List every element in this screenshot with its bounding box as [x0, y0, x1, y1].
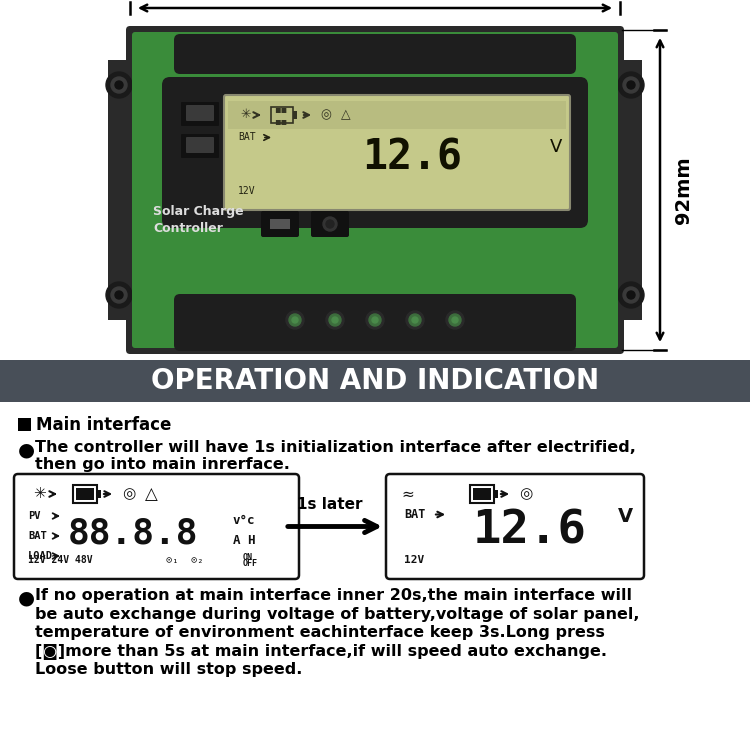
- Circle shape: [106, 72, 132, 98]
- Circle shape: [292, 317, 298, 323]
- Text: ✳: ✳: [241, 109, 251, 122]
- Circle shape: [115, 291, 123, 299]
- FancyBboxPatch shape: [174, 34, 576, 74]
- Circle shape: [366, 311, 384, 329]
- Text: ●: ●: [18, 588, 35, 607]
- Text: PV: PV: [28, 511, 40, 521]
- Text: The controller will have 1s initialization interface after electrified,: The controller will have 1s initializati…: [35, 440, 636, 455]
- Text: △: △: [341, 109, 351, 122]
- Text: ≈: ≈: [402, 487, 414, 502]
- Bar: [76, 488, 94, 500]
- Circle shape: [623, 287, 639, 303]
- FancyBboxPatch shape: [181, 102, 219, 126]
- FancyBboxPatch shape: [126, 26, 624, 354]
- Bar: [620, 60, 642, 320]
- Text: ▪▪
▪▪: ▪▪ ▪▪: [274, 104, 288, 126]
- Circle shape: [329, 314, 341, 326]
- Bar: [470, 485, 494, 503]
- Text: [◙]more than 5s at main interface,if will speed auto exchange.: [◙]more than 5s at main interface,if wil…: [35, 644, 607, 659]
- Text: OFF: OFF: [243, 559, 258, 568]
- Bar: [293, 111, 297, 119]
- Circle shape: [449, 314, 461, 326]
- Text: 92mm: 92mm: [674, 156, 693, 224]
- Text: Loose button will stop speed.: Loose button will stop speed.: [35, 662, 302, 677]
- Text: BAT: BAT: [28, 531, 46, 541]
- Text: Main interface: Main interface: [36, 416, 171, 434]
- Text: ON: ON: [243, 553, 253, 562]
- Text: v°c: v°c: [233, 514, 256, 527]
- Circle shape: [332, 317, 338, 323]
- Circle shape: [111, 287, 127, 303]
- Circle shape: [627, 81, 635, 89]
- Circle shape: [406, 311, 424, 329]
- Circle shape: [326, 311, 344, 329]
- Text: If no operation at main interface inner 20s,the main interface will: If no operation at main interface inner …: [35, 588, 632, 603]
- FancyBboxPatch shape: [224, 95, 570, 210]
- Text: temperature of environment eachinterface keep 3s.Long press: temperature of environment eachinterface…: [35, 625, 604, 640]
- Text: △: △: [145, 485, 158, 503]
- Text: ●: ●: [18, 440, 35, 459]
- Circle shape: [412, 317, 418, 323]
- Text: 88.8.8: 88.8.8: [68, 517, 198, 551]
- Circle shape: [111, 77, 127, 93]
- Bar: [73, 485, 97, 503]
- Circle shape: [289, 314, 301, 326]
- FancyBboxPatch shape: [386, 474, 644, 579]
- Text: BAT: BAT: [238, 133, 256, 142]
- Circle shape: [618, 282, 644, 308]
- Circle shape: [115, 81, 123, 89]
- Circle shape: [106, 282, 132, 308]
- Bar: [0, 360, 750, 402]
- Circle shape: [446, 311, 464, 329]
- Text: then go into main inrerface.: then go into main inrerface.: [35, 457, 290, 472]
- FancyBboxPatch shape: [14, 474, 299, 579]
- Text: ⊙₁  ⊙₂: ⊙₁ ⊙₂: [166, 555, 203, 565]
- Text: LOAD: LOAD: [28, 551, 53, 561]
- Text: 12.6: 12.6: [362, 136, 462, 178]
- FancyBboxPatch shape: [174, 294, 576, 351]
- Text: ◎: ◎: [320, 109, 332, 122]
- FancyBboxPatch shape: [181, 134, 219, 158]
- Text: ◎: ◎: [122, 487, 136, 502]
- Bar: [97, 490, 101, 498]
- Bar: [108, 60, 130, 320]
- Text: V: V: [618, 507, 633, 526]
- Text: BAT: BAT: [404, 508, 425, 521]
- Circle shape: [286, 311, 304, 329]
- Bar: [271, 107, 293, 123]
- Bar: [270, 219, 290, 229]
- Circle shape: [623, 77, 639, 93]
- Circle shape: [452, 317, 458, 323]
- Text: 1s later: 1s later: [297, 497, 363, 512]
- Text: be auto exchange during voltage of battery,voltage of solar panel,: be auto exchange during voltage of batte…: [35, 607, 640, 622]
- FancyBboxPatch shape: [261, 211, 299, 237]
- Bar: [494, 490, 498, 498]
- FancyBboxPatch shape: [186, 105, 214, 121]
- Circle shape: [409, 314, 421, 326]
- Text: 12V 24V 48V: 12V 24V 48V: [28, 555, 93, 565]
- FancyBboxPatch shape: [311, 211, 349, 237]
- Text: ✳: ✳: [34, 487, 46, 502]
- Text: 12V: 12V: [238, 186, 256, 196]
- Circle shape: [372, 317, 378, 323]
- Text: OPERATION AND INDICATION: OPERATION AND INDICATION: [151, 367, 599, 395]
- Circle shape: [627, 291, 635, 299]
- Circle shape: [618, 72, 644, 98]
- Circle shape: [323, 217, 337, 231]
- Circle shape: [326, 220, 334, 228]
- Text: A H: A H: [233, 535, 256, 548]
- FancyBboxPatch shape: [162, 77, 588, 228]
- Text: V: V: [550, 139, 562, 157]
- Text: 12V: 12V: [404, 555, 424, 565]
- Text: 12.6: 12.6: [473, 509, 587, 554]
- Bar: [18, 418, 31, 431]
- Bar: [473, 488, 491, 500]
- FancyBboxPatch shape: [186, 137, 214, 153]
- Bar: [228, 101, 566, 129]
- FancyBboxPatch shape: [132, 32, 618, 348]
- Circle shape: [369, 314, 381, 326]
- Text: ◎: ◎: [519, 487, 532, 502]
- Text: Solar Charge
Controller: Solar Charge Controller: [153, 205, 244, 236]
